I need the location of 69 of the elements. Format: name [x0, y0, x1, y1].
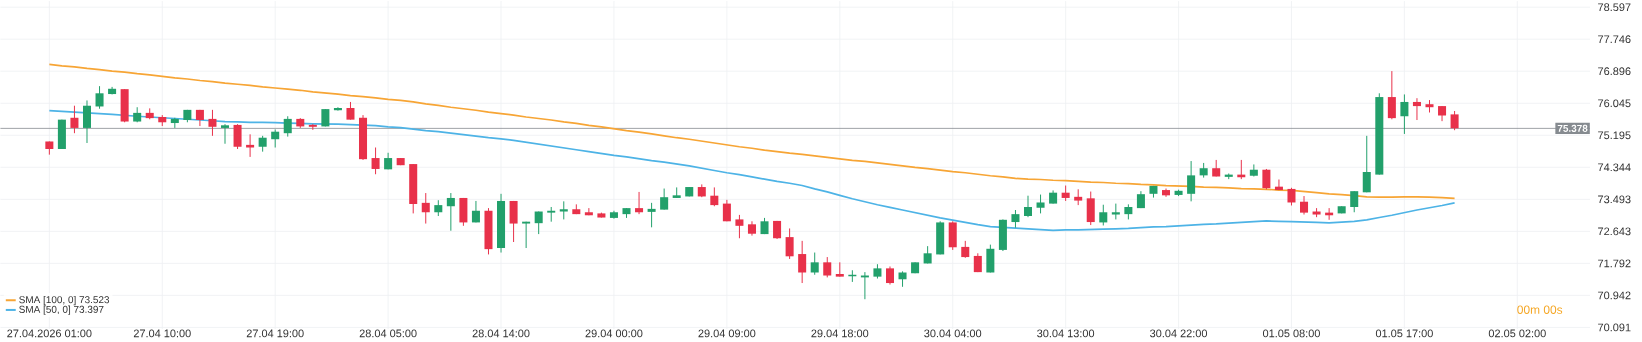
y-tick-label: 73.493 — [1598, 195, 1631, 204]
y-tick-label: 71.792 — [1598, 259, 1631, 268]
y-tick-label: 77.746 — [1598, 35, 1631, 44]
x-tick-label: 28.04 05:00 — [359, 329, 417, 338]
candlestick — [233, 123, 242, 150]
candlestick — [559, 200, 568, 220]
candlestick — [1387, 70, 1396, 120]
candlestick — [635, 191, 644, 215]
x-tick-label: 29.04 18:00 — [811, 329, 869, 338]
candlestick — [1099, 204, 1108, 226]
candlestick — [371, 147, 380, 175]
candlestick — [1086, 191, 1095, 226]
candlestick — [1412, 97, 1421, 121]
y-tick-label: 74.344 — [1598, 163, 1631, 172]
candlestick — [522, 221, 531, 249]
candlestick — [1350, 190, 1359, 213]
candlestick — [271, 128, 280, 149]
candlestick — [421, 192, 430, 225]
candlestick — [1450, 110, 1459, 131]
candlestick — [1300, 195, 1309, 216]
candlestick — [735, 214, 744, 239]
candlestick — [208, 109, 217, 137]
candlestick — [660, 188, 669, 211]
candlestick — [1262, 168, 1271, 190]
y-tick-label: 75.195 — [1598, 131, 1631, 140]
candlestick — [710, 186, 719, 207]
candlestick — [647, 202, 656, 228]
candlestick — [1362, 135, 1371, 193]
x-tick-label: 30.04 13:00 — [1037, 329, 1095, 338]
candlestick — [823, 256, 832, 278]
candlestick — [446, 192, 455, 232]
candlestick — [82, 99, 92, 144]
y-tick-label: 70.091 — [1598, 323, 1631, 332]
ref-line-label: 75.378 — [1557, 124, 1588, 132]
y-tick-label: 76.896 — [1598, 67, 1631, 76]
candlestick — [283, 115, 292, 138]
annotation: 00m 00s — [1517, 305, 1563, 314]
candlestick — [1400, 93, 1409, 135]
x-tick-label: 30.04 04:00 — [924, 329, 982, 338]
candlestick — [1023, 195, 1033, 218]
x-tick-label: 27.04 10:00 — [133, 329, 191, 338]
x-tick-label: 27.04 19:00 — [246, 329, 304, 338]
y-tick-label: 72.643 — [1598, 227, 1631, 236]
legend-label: SMA [100, 0] 73.523 — [19, 295, 110, 306]
x-tick-label: 01.05 08:00 — [1262, 329, 1320, 338]
x-tick-label: 30.04 22:00 — [1150, 329, 1208, 338]
candlestick — [70, 105, 79, 134]
candlestick — [1187, 160, 1196, 202]
candlestick — [509, 200, 518, 243]
y-tick-label: 70.942 — [1598, 291, 1631, 300]
candlestick — [584, 207, 593, 216]
candlestick — [885, 265, 894, 286]
x-tick-label: 29.04 00:00 — [585, 329, 643, 338]
candlestick — [95, 85, 104, 110]
y-tick-label: 76.045 — [1598, 99, 1631, 108]
x-tick-label: 02.05 02:00 — [1488, 329, 1546, 338]
candlestick — [220, 123, 230, 145]
x-tick-label: 29.04 09:00 — [698, 329, 756, 338]
x-tick-label: 28.04 14:00 — [472, 329, 530, 338]
candlestick — [785, 227, 794, 260]
candlestick — [810, 252, 819, 276]
candlestick — [986, 244, 995, 274]
legend-label: SMA [50, 0] 73.397 — [19, 305, 104, 315]
candlestick — [1036, 194, 1045, 214]
x-tick-label: 01.05 17:00 — [1375, 329, 1433, 338]
y-tick-label: 78.597 — [1598, 3, 1631, 12]
candlestick — [798, 240, 807, 284]
x-tick-label: 27.04.2026 01:00 — [7, 329, 92, 338]
candlestick — [246, 133, 255, 158]
